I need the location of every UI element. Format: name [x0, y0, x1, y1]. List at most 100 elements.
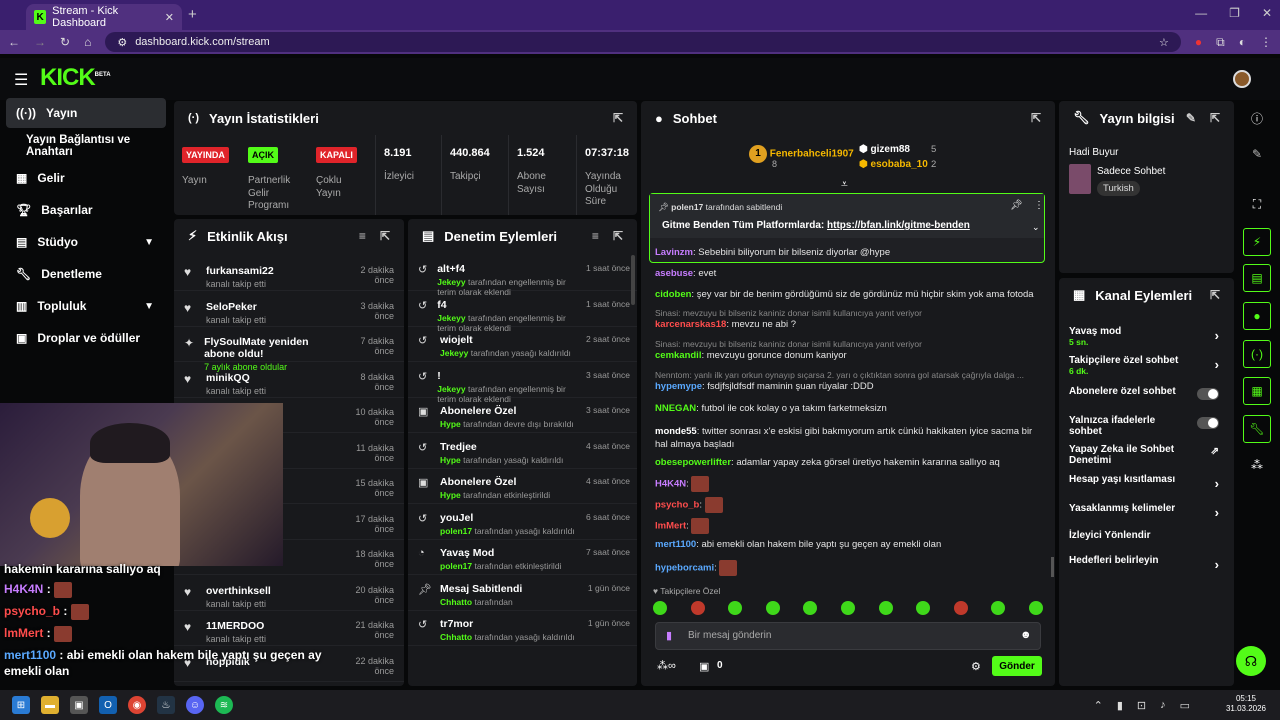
maximize-icon[interactable]: ❐ [1229, 6, 1240, 20]
activity-row[interactable]: ♥ furkansami22 kanalı takip etti 2 dakika ö… [174, 255, 404, 291]
top-gifter-2[interactable]: ⬢ gizem88 [859, 144, 910, 155]
document-icon[interactable]: ▤ [1243, 264, 1271, 292]
emote-icon[interactable] [653, 601, 667, 615]
popout-icon[interactable]: ⇱ [1209, 288, 1220, 302]
bookmark-star-icon[interactable]: ☆ [1159, 36, 1169, 49]
tray-chevron-icon[interactable]: ⌃ [1093, 699, 1103, 712]
mod-action-row[interactable]: ▣ Abonelere Özel Hype tarafından etkinleşt… [408, 468, 637, 504]
emote-icon[interactable] [916, 601, 931, 615]
chat-username[interactable]: mert1100 [655, 539, 697, 550]
channel-action-row[interactable]: Takipçilere özel sohbet 6 dk. › [1059, 355, 1229, 381]
channel-action-row[interactable]: Abonelere özel sohbet [1059, 386, 1229, 412]
popout-icon[interactable]: ⇱ [612, 111, 623, 125]
popout-icon[interactable]: ⇱ [1030, 111, 1041, 125]
chat-message[interactable]: monde55: twitter sonrası x'e eskisi gibi… [655, 426, 1040, 452]
activity-row[interactable]: ✦ FlySoulMate yeniden abone oldu! 7 aylık … [174, 326, 404, 372]
mod-action-row[interactable]: ↺ wiojelt Jekeyy tarafından yasağı kaldırı… [408, 326, 637, 362]
fullscreen-icon[interactable]: ⛶ [1252, 196, 1262, 211]
url-field[interactable]: ⚙ dashboard.kick.com/stream ☆ [105, 32, 1181, 52]
chat-message[interactable]: Lavinzm: Sebebini biliyorum bir bilseniz… [655, 247, 1040, 260]
emote-icon[interactable] [765, 601, 780, 615]
volume-icon[interactable]: ♪ [1160, 698, 1166, 711]
extensions-puzzle-icon[interactable]: ⧉ [1216, 34, 1225, 49]
popout-icon[interactable]: ⇱ [1209, 111, 1220, 125]
chevron-down-icon[interactable]: ⌄ [1032, 222, 1040, 232]
mod-action-row[interactable]: ↺ alt+f4 Jekeyy tarafından engellenmiş bir… [408, 255, 637, 297]
hamburger-menu-icon[interactable]: ☰ [14, 72, 29, 89]
battery-icon[interactable]: ▭ [1179, 699, 1190, 712]
home-icon[interactable]: ⌂ [84, 35, 92, 49]
profile-avatar-icon[interactable]: ◐ [1238, 35, 1246, 49]
filter-icon[interactable]: ≡ [358, 229, 366, 243]
chat-username[interactable]: obesepowerlifter [655, 457, 732, 468]
store-icon[interactable]: ▣ [70, 696, 88, 714]
emote-icon[interactable] [728, 601, 743, 615]
chat-username[interactable]: lmMert [655, 520, 687, 532]
sidebar-item-stream-key[interactable]: Yayın Bağlantısı ve Anahtarı [6, 131, 166, 161]
file-explorer-icon[interactable]: ▬ [41, 696, 59, 714]
mod-action-row[interactable]: ↺ youJel polen17 tarafından yasağı kaldırı… [408, 504, 637, 540]
pinned-link[interactable]: https://bfan.link/gitme-benden [827, 220, 970, 231]
more-options-icon[interactable]: ⋮ [1034, 200, 1044, 211]
back-icon[interactable]: ← [8, 35, 20, 49]
activity-row[interactable]: ♥ minikQQ kanalı takip etti 8 dakika önce [174, 362, 404, 398]
emoji-icon[interactable]: ☻ [1020, 629, 1032, 641]
chat-message[interactable]: obesepowerlifter: adamlar yapay zeka gör… [655, 457, 1040, 470]
chat-username[interactable]: psycho_b [655, 499, 700, 511]
sidebar-item-studyo[interactable]: ▤ Stüdyo ▼ [6, 227, 166, 257]
scrollbar[interactable] [1051, 557, 1054, 577]
chat-username[interactable]: hypemype [655, 381, 702, 393]
mic-icon[interactable]: ▮ [1116, 699, 1123, 712]
mic-icon[interactable]: ▮ [666, 630, 673, 642]
user-avatar[interactable] [1233, 70, 1251, 88]
sidebar-item-yayin[interactable]: ((·)) Yayın [6, 98, 166, 128]
channel-action-row[interactable]: Yalnızca ifadelerle sohbet [1059, 415, 1229, 441]
chat-message[interactable]: NNEGAN: futbol ile cok kolay o ya takım … [655, 403, 1040, 416]
discord-icon[interactable]: ☺ [186, 696, 204, 714]
outlook-icon[interactable]: O [99, 696, 117, 714]
mod-action-row[interactable]: ↺ f4 Jekeyy tarafından engellenmiş bir ter… [408, 291, 637, 333]
sidebar-item-basarilar[interactable]: 🏆︎ Başarılar [6, 195, 166, 225]
sidebar-item-topluluk[interactable]: ▥ Topluluk ▼ [6, 291, 166, 321]
site-info-icon[interactable]: ⚙ [117, 36, 128, 49]
emote-icon[interactable] [840, 601, 855, 615]
taskbar-clock[interactable]: 05:15 31.03.2026 [1226, 694, 1266, 715]
chat-username[interactable]: Lavinzm [655, 247, 694, 258]
sidebar-item-droplar[interactable]: ▣ Droplar ve ödüller [6, 323, 166, 353]
chat-username[interactable]: karcenarskas18 [655, 319, 727, 331]
chat-username[interactable]: cemkandil [655, 350, 702, 362]
browser-tab[interactable]: K Stream - Kick Dashboard ✕ [26, 4, 182, 30]
windows-start-icon[interactable]: ⊞ [12, 696, 30, 714]
chat-message[interactable]: mert1100: abi emekli olan hakem bile yap… [655, 539, 1040, 552]
sidebar-item-denetleme[interactable]: 🔧︎ Denetleme [6, 259, 166, 289]
broadcast-icon[interactable]: (·) [1243, 340, 1271, 368]
popout-icon[interactable]: ⇱ [379, 229, 390, 243]
toggle-switch[interactable] [1197, 417, 1219, 429]
toggle-switch[interactable] [1197, 388, 1219, 400]
channel-action-row[interactable]: Yasaklanmış kelimeler › [1059, 503, 1229, 529]
scrollbar[interactable] [631, 255, 635, 305]
channel-action-row[interactable]: Yapay Zeka ile Sohbet Denetimi ⇗ [1059, 444, 1229, 470]
chat-message[interactable]: Sinasi: mevzuyu bi bilseniz kaniniz dona… [655, 339, 1040, 363]
chat-username[interactable]: cidoben [655, 289, 692, 300]
chrome-icon[interactable]: ◉ [128, 696, 146, 714]
top-gifter-3[interactable]: ⬢ esobaba_10 [859, 159, 928, 170]
chat-username[interactable]: monde55 [655, 426, 697, 437]
chat-username[interactable]: asebuse [655, 268, 694, 279]
gift-icon[interactable]: ▣ [699, 661, 710, 673]
info-icon[interactable]: ⓘ [1250, 111, 1263, 126]
emote-icon[interactable] [803, 601, 818, 615]
channel-icon[interactable]: ▦ [1243, 377, 1271, 405]
chat-message[interactable]: Sinasi: mevzuyu bi bilseniz kaniniz dona… [655, 308, 1040, 332]
pinned-message[interactable]: 📌︎ polen17 tarafından sabitlendi 📌︎ ⋮ Gi… [649, 193, 1045, 263]
sidebar-item-gelir[interactable]: ▦ Gelir [6, 163, 166, 193]
popout-icon[interactable]: ⇱ [612, 229, 623, 243]
chat-message[interactable]: Nenntom: yanlı ilk yarı orkun oynayıp sı… [655, 370, 1040, 394]
edit-icon[interactable]: ✎ [1251, 147, 1263, 161]
chat-message[interactable]: asebuse: evet [655, 268, 1040, 281]
chat-message[interactable]: psycho_b: [655, 497, 1040, 513]
mod-action-row[interactable]: ◔ Yavaş Mod polen17 tarafından etkinleştir… [408, 539, 637, 575]
emote-icon[interactable] [878, 601, 893, 615]
steam-icon[interactable]: ♨ [157, 696, 175, 714]
chat-settings-icon[interactable]: ⚙ [971, 661, 981, 673]
